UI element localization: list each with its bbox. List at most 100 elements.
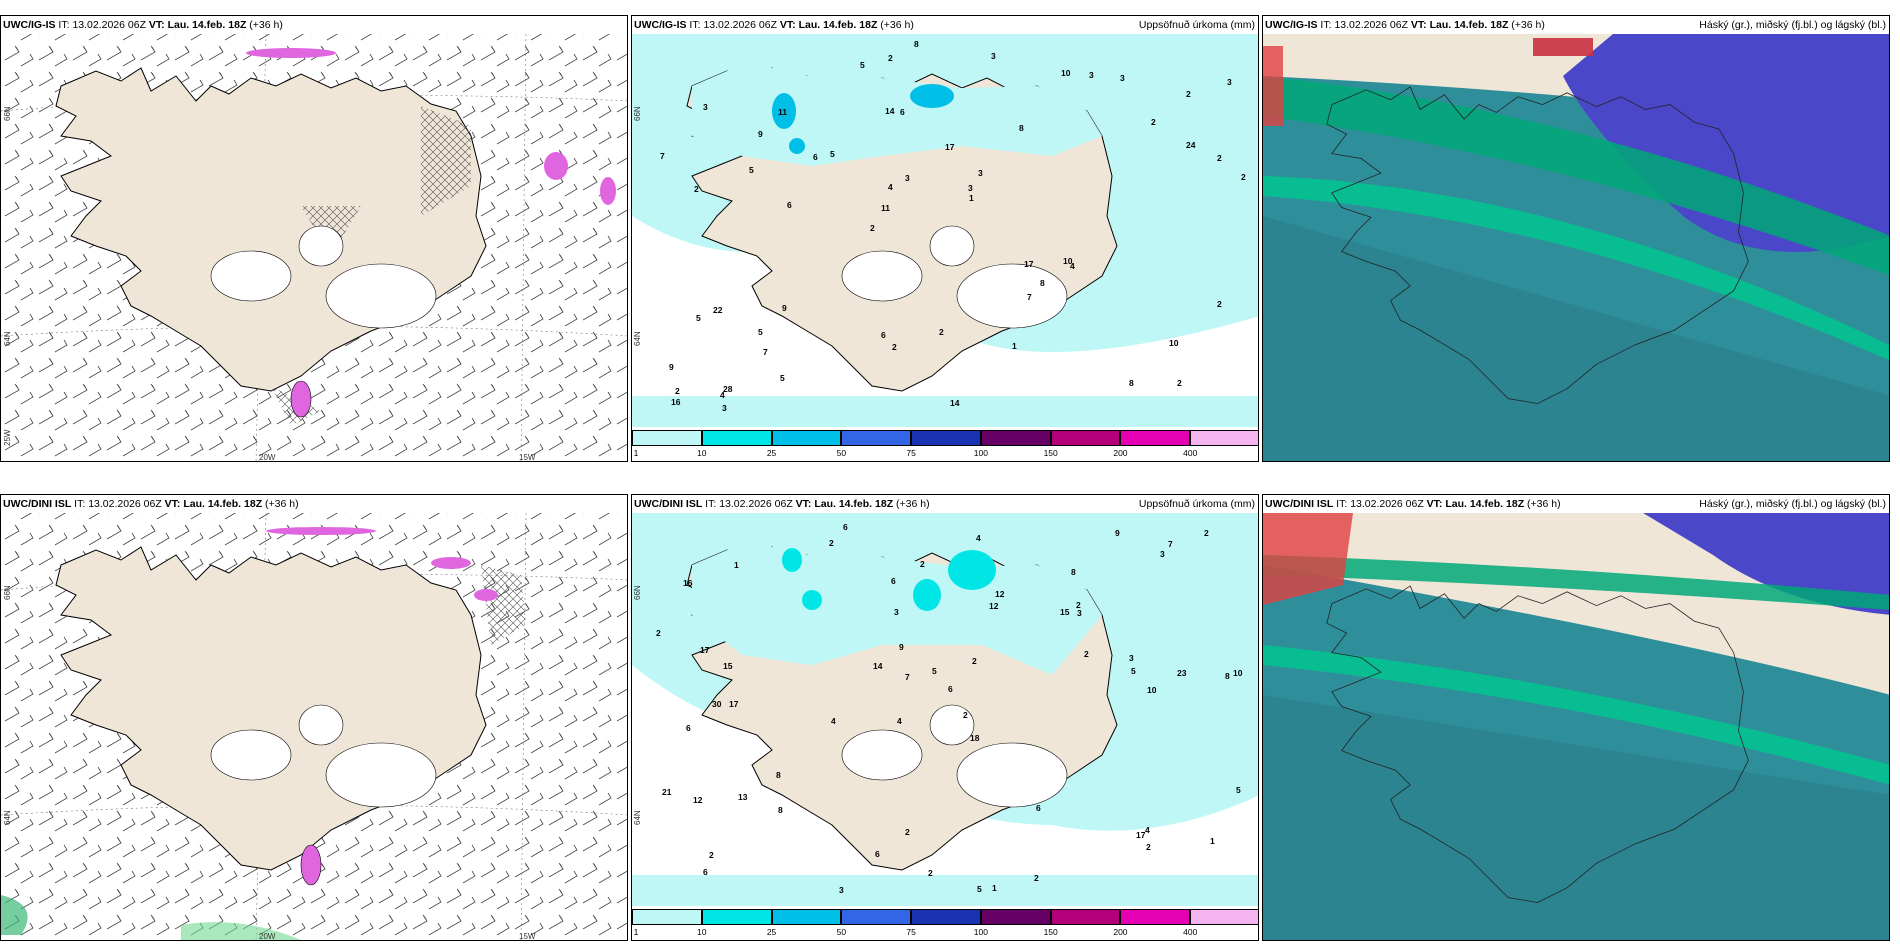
cloud-map (1263, 34, 1889, 461)
colorbar-swatch (841, 430, 912, 446)
precip-value: 2 (963, 710, 968, 720)
precip-value: 8 (1071, 567, 1076, 577)
precip-value: 17 (945, 142, 955, 152)
precip-value: 9 (758, 129, 763, 139)
precip-map: 2222828141722597634322172411641110981010… (632, 34, 1258, 461)
precip-value: 3 (894, 607, 899, 617)
panel-header: UWC/IG-IS IT: 13.02.2026 06Z VT: Lau. 14… (1263, 16, 1889, 34)
it-label: IT: (58, 19, 70, 31)
precip-value: 5 (1236, 785, 1241, 795)
colorbar-swatch (1050, 430, 1121, 446)
precip-value: 6 (900, 107, 905, 117)
precip-value: 2 (1204, 528, 1209, 538)
it-label: IT: (1320, 19, 1332, 31)
precip-value: 3 (839, 885, 844, 895)
precip-value: 6 (787, 200, 792, 210)
precip-value: 5 (830, 149, 835, 159)
precip-value: 6 (875, 849, 880, 859)
init-time: 13.02.2026 06Z (72, 19, 146, 31)
map-title: Uppsöfnuð úrkoma (mm) (1138, 19, 1255, 31)
model-name: UWC/DINI ISL (3, 498, 72, 510)
valid-time: VT: Lau. 14.feb. 18Z (779, 19, 878, 31)
precip-value: 10 (1061, 68, 1071, 78)
precip-value: 3 (1129, 653, 1134, 663)
lon-label-20w: 20W (259, 453, 276, 462)
map-title: Háský (gr.), miðský (fj.bl.) og lágský (… (1699, 19, 1886, 31)
model-name: UWC/DINI ISL (634, 498, 703, 510)
precip-value: 3 (1120, 73, 1125, 83)
colorbar-tick: 1 (633, 927, 639, 937)
lead-time: (+36 h) (265, 498, 299, 510)
colorbar-tick: 100 (973, 927, 988, 937)
init-time: 13.02.2026 06Z (703, 19, 777, 31)
precip-value: 2 (1076, 600, 1081, 610)
precip-value: 5 (860, 60, 865, 70)
map-title: Uppsöfnuð úrkoma (mm) (1138, 498, 1255, 510)
colorbar-tick: 100 (973, 448, 988, 458)
model-name: UWC/IG-IS (1265, 19, 1318, 31)
precip-value: 2 (1241, 172, 1246, 182)
precip-value: 2 (1217, 299, 1222, 309)
precip-value: 11 (778, 107, 787, 117)
precip-value: 12 (989, 601, 999, 611)
precip-value: 2 (1034, 873, 1039, 883)
precip-value: 22 (713, 305, 723, 315)
precip-value: 15 (1060, 607, 1070, 617)
precip-value: 8 (1019, 123, 1024, 133)
precip-value: 2 (1186, 89, 1191, 99)
colorbar: 1 10 25 50 75 100 150 200 400 (632, 427, 1258, 461)
precip-value: 10 (1063, 256, 1073, 266)
precip-value: 23 (1177, 668, 1187, 678)
colorbar-swatch (771, 430, 842, 446)
precip-value: 2 (905, 827, 910, 837)
colorbar-tick: 75 (906, 448, 916, 458)
precip-value: 4 (720, 390, 725, 400)
panel-header: UWC/DINI ISL IT: 13.02.2026 06Z VT: Lau.… (632, 495, 1258, 513)
colorbar-swatch (841, 909, 912, 925)
precip-value: 2 (888, 53, 893, 63)
precip-value: 14 (885, 106, 895, 116)
colorbar-swatch (911, 430, 981, 446)
it-label: IT: (705, 498, 717, 510)
precip-value: 2 (1084, 649, 1089, 659)
colorbar-swatch (1190, 909, 1258, 925)
precip-value: 21 (662, 787, 672, 797)
precip-value: 3 (905, 173, 910, 183)
precip-values: 2222828141722597634322172411641110981010… (660, 39, 1246, 413)
precip-value: 5 (696, 313, 701, 323)
colorbar-swatch (1120, 430, 1191, 446)
model-name: UWC/IG-IS (634, 19, 687, 31)
precip-value: 12 (995, 589, 1005, 599)
precip-value: 10 (1169, 338, 1179, 348)
precip-value: 1 (734, 560, 739, 570)
precip-value: 5 (932, 666, 937, 676)
precip-map-panel-dini: UWC/DINI ISL IT: 13.02.2026 06Z VT: Lau.… (631, 494, 1259, 941)
precip-value: 9 (669, 362, 674, 372)
precip-value: 17 (1024, 259, 1034, 269)
colorbar-tick: 50 (836, 448, 847, 458)
precip-value: 30 (712, 699, 722, 709)
precip-value: 3 (991, 51, 996, 61)
colorbar-swatch (632, 909, 702, 925)
precip-value: 6 (843, 522, 848, 532)
precip-value: 3 (703, 102, 708, 112)
wind-map (1, 512, 627, 940)
precip-value: 8 (1040, 278, 1045, 288)
precip-value: 8 (1225, 671, 1230, 681)
lat-label-64n: 64N (3, 331, 12, 346)
precip-value: 6 (686, 723, 691, 733)
model-name: UWC/DINI ISL (1265, 498, 1334, 510)
precip-value: 10 (1147, 685, 1157, 695)
precip-value: 8 (914, 39, 919, 49)
precip-value: 6 (1036, 803, 1041, 813)
precip-value: 2 (870, 223, 875, 233)
precip-value: 2 (1151, 117, 1156, 127)
precip-value: 24 (1186, 140, 1196, 150)
precip-value: 9 (1115, 528, 1120, 538)
precip-value: 11 (881, 203, 890, 213)
precip-value: 17 (1136, 830, 1146, 840)
colorbar-tick: 25 (766, 927, 777, 937)
panel-header: UWC/IG-IS IT: 13.02.2026 06Z VT: Lau. 14… (632, 16, 1258, 34)
colorbar: 1 10 25 50 75 100 150 200 400 (632, 906, 1258, 940)
